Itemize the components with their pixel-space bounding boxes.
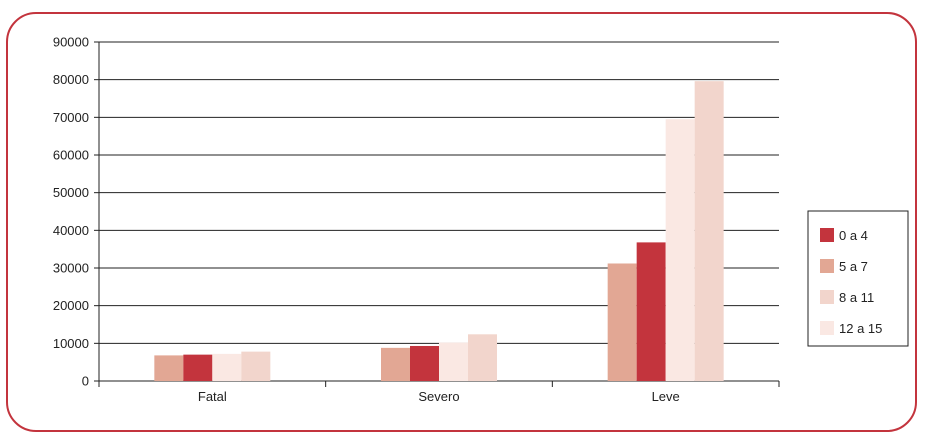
y-tick-label: 30000 xyxy=(53,261,89,276)
legend-label: 8 a 11 xyxy=(839,290,874,305)
legend-swatch xyxy=(820,228,834,242)
y-tick-label: 70000 xyxy=(53,110,89,125)
bar xyxy=(241,351,271,381)
bar xyxy=(694,81,724,381)
legend-swatch xyxy=(820,259,834,273)
bar xyxy=(439,342,468,381)
y-tick-label: 0 xyxy=(82,374,89,389)
x-category-label: Fatal xyxy=(198,389,227,404)
legend-label: 5 a 7 xyxy=(839,259,868,274)
y-tick-label: 10000 xyxy=(53,336,89,351)
y-tick-label: 90000 xyxy=(53,35,89,50)
y-tick-label: 60000 xyxy=(53,148,89,163)
bar xyxy=(183,354,213,381)
bar xyxy=(410,345,439,381)
bar xyxy=(607,263,637,381)
x-category-label: Severo xyxy=(418,389,459,404)
bar xyxy=(636,242,666,381)
bar xyxy=(381,347,410,381)
y-tick-label: 40000 xyxy=(53,223,89,238)
bar xyxy=(212,353,242,381)
legend-swatch xyxy=(820,290,834,304)
y-tick-label: 20000 xyxy=(53,298,89,313)
bar xyxy=(665,119,695,381)
y-tick-label: 80000 xyxy=(53,72,89,87)
x-category-label: Leve xyxy=(652,389,680,404)
bar xyxy=(154,355,184,381)
legend-swatch xyxy=(820,321,834,335)
bar xyxy=(468,334,497,381)
legend-label: 12 a 15 xyxy=(839,321,882,336)
bar-chart: 0 10000 20000 30000 40000 50000 60000 70000 8000… xyxy=(53,35,909,404)
y-tick-label: 50000 xyxy=(53,185,89,200)
legend-label: 0 a 4 xyxy=(839,228,868,243)
